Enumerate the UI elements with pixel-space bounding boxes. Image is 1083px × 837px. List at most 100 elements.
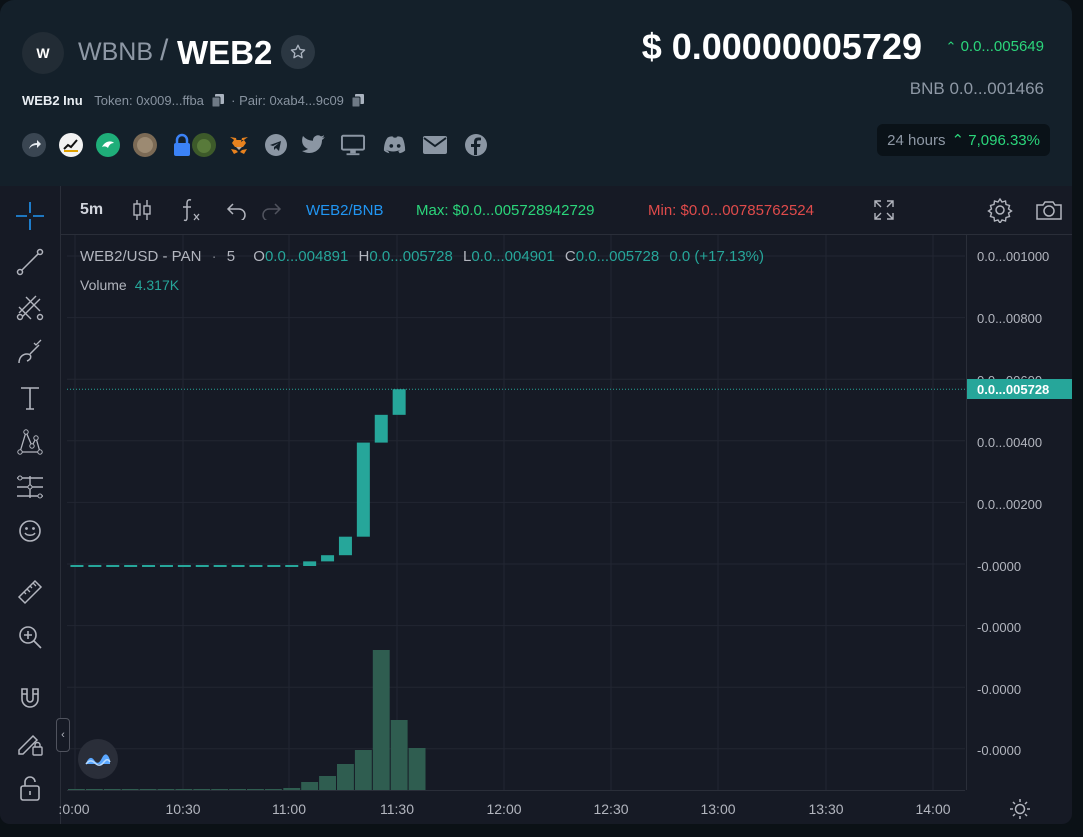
frog-logo-icon[interactable] <box>192 133 216 157</box>
bird-logo-icon[interactable] <box>96 133 120 157</box>
volume-bar <box>301 782 319 790</box>
price-tick: 0.0...00200 <box>977 497 1043 512</box>
token-name: WEB2 Inu <box>22 93 83 108</box>
time-axis[interactable]: :0:00 10:30 11:00 11:30 12:00 12:30 13:0… <box>58 790 965 824</box>
chevron-up-icon: ⌃ <box>945 39 957 54</box>
legend-change: 0.0 (+17.13%) <box>669 248 764 265</box>
legend-open-key: O <box>253 248 265 265</box>
candle <box>249 565 263 567</box>
volume-bar <box>319 776 336 790</box>
time-tick: 11:30 <box>380 801 414 817</box>
volume-label: Volume <box>80 277 127 293</box>
trend-line-icon[interactable] <box>14 246 46 278</box>
volume-bar <box>121 789 139 790</box>
forecast-icon[interactable] <box>14 471 46 503</box>
period-label: 24 hours <box>887 131 946 149</box>
base-symbol[interactable]: WBNB <box>78 38 153 66</box>
pair-link[interactable]: WEB2/BNB <box>306 201 384 219</box>
price-axis[interactable]: 0.0...001000 0.0...00800 0.0...00600 0.0… <box>966 235 1072 790</box>
volume-bar <box>354 750 372 790</box>
drawing-toolbar <box>0 186 61 824</box>
token-price-bnb: BNB 0.0...001466 <box>909 79 1044 98</box>
chart-logo-icon[interactable] <box>59 133 83 157</box>
tradingview-logo-icon[interactable] <box>78 739 118 779</box>
volume-bar <box>337 764 354 790</box>
theme-sun-icon[interactable] <box>1008 797 1032 821</box>
volume-legend: Volume 4.317K <box>80 277 179 293</box>
settings-gear-icon[interactable] <box>987 186 1013 234</box>
volume-bar <box>175 789 193 790</box>
email-icon[interactable] <box>423 133 447 157</box>
lock-icon[interactable] <box>170 133 194 157</box>
price-plot[interactable] <box>67 235 965 790</box>
current-price-tag: 0.0...005728 <box>967 379 1072 399</box>
time-tick: 14:00 <box>915 801 951 817</box>
time-tick: 13:00 <box>700 801 736 817</box>
zoom-in-icon[interactable] <box>14 621 46 653</box>
price-tick: -0.0000 <box>977 682 1022 697</box>
website-icon[interactable] <box>341 133 365 157</box>
interval-button[interactable]: 5m <box>80 201 104 218</box>
period-change-box[interactable]: 24 hours ⌃ 7,096.33% <box>877 124 1050 156</box>
volume-bar <box>193 789 211 790</box>
legend-high: 0.0...005728 <box>369 248 453 265</box>
candle <box>142 565 156 567</box>
min-price: Min: $0.0...00785762524 <box>648 201 814 219</box>
brush-icon[interactable] <box>14 336 46 368</box>
indicators-icon[interactable] <box>179 186 203 234</box>
fullscreen-icon[interactable] <box>872 186 896 234</box>
favorite-star-icon[interactable] <box>281 35 315 69</box>
time-tick: 12:00 <box>486 801 522 817</box>
price-tick: -0.0000 <box>977 620 1022 635</box>
time-tick: 10:30 <box>165 801 201 817</box>
pair-address: · Pair: 0xab4...9c09 <box>231 93 344 108</box>
legend-interval: 5 <box>226 248 236 265</box>
volume-bar <box>68 789 85 790</box>
volume-value: 4.317K <box>134 277 180 293</box>
price-change-value: 0.0...005649 <box>960 38 1044 55</box>
candles-style-icon[interactable] <box>132 186 152 234</box>
candle <box>106 565 120 567</box>
price-tick: -0.0000 <box>977 743 1022 758</box>
pair-slash: / <box>160 34 169 67</box>
text-icon[interactable] <box>14 382 46 414</box>
max-price: Max: $0.0...005728942729 <box>416 201 595 219</box>
token-meta-row: WEB2 Inu Token: 0x009...ffba · Pair: 0xa… <box>22 93 368 110</box>
pattern-icon[interactable] <box>14 426 46 458</box>
coin-logo-icon[interactable] <box>133 133 157 157</box>
time-tick: 12:30 <box>593 801 629 817</box>
fib-icon[interactable] <box>14 291 46 323</box>
share-icon[interactable] <box>22 133 46 157</box>
chart-top-toolbar: 5m WEB2/BNB Max: $0.0...005728942729 Min… <box>61 186 1072 235</box>
candle <box>177 565 191 567</box>
lock-drawing-icon[interactable] <box>14 727 46 759</box>
crosshair-icon[interactable] <box>14 200 46 232</box>
redo-icon[interactable] <box>260 186 282 234</box>
undo-icon[interactable] <box>226 186 248 234</box>
copy-pair-icon[interactable] <box>351 94 364 110</box>
facebook-icon[interactable] <box>464 133 488 157</box>
volume-bar <box>157 789 175 790</box>
telegram-icon[interactable] <box>264 133 288 157</box>
discord-icon[interactable] <box>383 133 407 157</box>
candle <box>321 555 335 562</box>
token-address: Token: 0x009...ffba <box>94 93 204 108</box>
copy-token-icon[interactable] <box>211 94 224 110</box>
twitter-icon[interactable] <box>302 133 326 157</box>
metamask-icon[interactable] <box>227 133 251 157</box>
emoji-icon[interactable] <box>14 515 46 547</box>
period-change-value: 7,096.33% <box>968 132 1040 149</box>
unlock-icon[interactable] <box>14 772 46 804</box>
ohlc-legend: WEB2/USD - PAN · 5 O0.0...004891 H0.0...… <box>80 248 764 265</box>
legend-close: 0.0...005728 <box>575 248 660 265</box>
legend-low-key: L <box>462 248 472 265</box>
time-tick: 13:30 <box>808 801 844 817</box>
legend-low: 0.0...004901 <box>471 248 555 265</box>
magnet-icon[interactable] <box>14 682 46 714</box>
volume-bar <box>372 650 390 790</box>
candle <box>356 442 370 537</box>
camera-icon[interactable] <box>1035 186 1063 234</box>
collapse-toolbar-button[interactable]: ‹ <box>56 718 70 752</box>
ruler-icon[interactable] <box>14 576 46 608</box>
